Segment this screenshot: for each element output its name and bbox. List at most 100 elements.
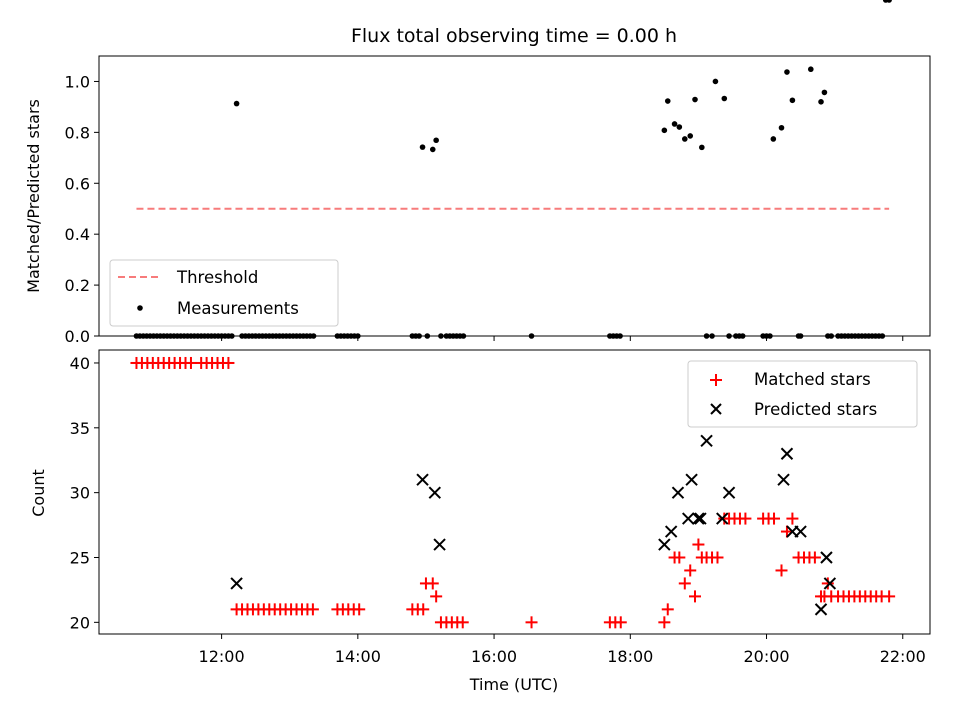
measurement-point — [433, 137, 439, 144]
bottom-axes-frame — [98, 349, 931, 635]
measurement-point — [429, 146, 436, 153]
bottom-y-tick-label: 35 — [70, 419, 90, 438]
predicted-star-point — [823, 577, 837, 590]
bottom-y-tick-label: 30 — [70, 484, 90, 503]
measurement-point — [681, 136, 688, 142]
top-legend: Threshold Measurements — [109, 259, 339, 327]
legend-predicted-label: Predicted stars — [754, 400, 877, 419]
chart-title: Flux total observing time = 0.00 h — [351, 25, 677, 47]
x-tick-label: 20:00 — [743, 647, 789, 666]
measurement-point — [419, 144, 426, 150]
predicted-star-point — [716, 512, 729, 525]
measurement-point — [687, 133, 694, 139]
top-panel: 0.0 0.2 0.4 0.6 0.8 1.0 Matched/Predicted sta… — [24, 0, 931, 346]
measurement-point — [233, 100, 240, 107]
matched-star-point — [821, 577, 834, 590]
measurement-point — [818, 99, 824, 105]
measurement-point — [671, 121, 678, 127]
predicted-star-point — [814, 603, 828, 616]
measurement-point — [721, 95, 728, 102]
measurement-point — [789, 97, 796, 104]
matched-star-point — [456, 616, 469, 629]
measurement-point — [664, 98, 671, 104]
measurement-point — [692, 96, 698, 103]
measurement-point — [886, 0, 892, 3]
measurement-point — [770, 136, 777, 142]
legend-matched-label: Matched stars — [754, 370, 871, 389]
bottom-y-tick-label: 25 — [70, 548, 90, 567]
matched-star-point — [658, 616, 671, 629]
matched-star-point — [808, 551, 821, 564]
top-y-tick-label: 0.6 — [65, 174, 90, 193]
predicted-star-point — [694, 512, 707, 525]
matched-star-point — [222, 356, 235, 369]
matched-star-point — [739, 512, 752, 525]
measurement-point — [699, 144, 705, 151]
matched-star-point — [678, 577, 691, 590]
predicted-star-point — [433, 538, 446, 551]
predicted-star-point — [681, 512, 695, 525]
bottom-y-tick-label: 20 — [70, 613, 90, 632]
x-tick-label: 18:00 — [607, 647, 653, 666]
measurement-point — [661, 127, 668, 134]
matched-star-point — [775, 564, 788, 577]
matched-star-point — [689, 590, 702, 603]
predicted-star-point — [722, 486, 736, 499]
top-y-tick-label: 0.4 — [65, 225, 90, 244]
matched-star-point — [306, 603, 319, 616]
matched-star-point — [692, 538, 705, 551]
matched-star-point — [673, 551, 686, 564]
top-y-tick-label: 1.0 — [65, 72, 90, 91]
predicted-star-point — [700, 434, 713, 447]
matched-star-point — [768, 512, 781, 525]
legend-predicted-swatch — [710, 403, 722, 415]
bottom-legend-box — [687, 360, 918, 428]
bottom-legend: Matched stars Predicted stars — [687, 360, 918, 428]
top-legend-box — [109, 259, 339, 327]
predicted-star-point — [664, 525, 678, 538]
top-y-axis-label: Matched/Predicted stars — [24, 99, 43, 293]
matched-star-point — [430, 590, 443, 603]
bottom-panel: 20 25 30 35 40 12:00 14:00 16:00 18:00 20:00 22:0… — [29, 349, 931, 694]
matched-star-point — [353, 603, 366, 616]
predicted-star-point — [780, 447, 794, 460]
matched-star-point — [711, 551, 724, 564]
measurement-point — [784, 69, 790, 75]
matched-star-point — [883, 590, 896, 603]
predicted-star-point — [428, 486, 442, 499]
measurement-point — [821, 89, 828, 96]
top-y-tick-label: 0.8 — [65, 123, 90, 142]
matched-star-point — [525, 616, 538, 629]
legend-measurements-swatch — [137, 305, 143, 311]
predicted-star-point — [692, 512, 705, 525]
predicted-star-point — [794, 525, 807, 538]
measurement-point — [676, 124, 683, 130]
top-y-tick-label: 0.0 — [65, 327, 90, 346]
measurement-point — [807, 66, 814, 73]
x-tick-label: 22:00 — [880, 647, 926, 666]
predicted-star-point — [820, 551, 833, 564]
matched-star-point — [426, 577, 439, 590]
predicted-star-point — [230, 577, 243, 590]
matched-star-point — [417, 603, 430, 616]
x-tick-label: 12:00 — [199, 647, 245, 666]
x-axis-label: Time (UTC) — [469, 675, 558, 694]
predicted-star-point — [685, 473, 698, 486]
measurement-point — [712, 78, 719, 85]
predicted-star-point — [777, 473, 790, 486]
matched-star-point — [780, 525, 793, 538]
matched-star-point — [184, 356, 197, 369]
matched-star-point — [684, 564, 697, 577]
bottom-y-axis-label: Count — [29, 469, 48, 517]
predicted-star-point — [416, 473, 429, 486]
top-y-tick-label: 0.2 — [65, 276, 90, 295]
x-tick-label: 16:00 — [471, 647, 517, 666]
matched-star-point — [614, 616, 627, 629]
measurement-point — [778, 124, 785, 131]
bottom-y-tick-label: 40 — [70, 354, 90, 373]
matched-star-point — [786, 512, 799, 525]
predicted-star-point — [671, 486, 685, 499]
x-tick-label: 14:00 — [335, 647, 381, 666]
predicted-star-point — [658, 538, 671, 551]
